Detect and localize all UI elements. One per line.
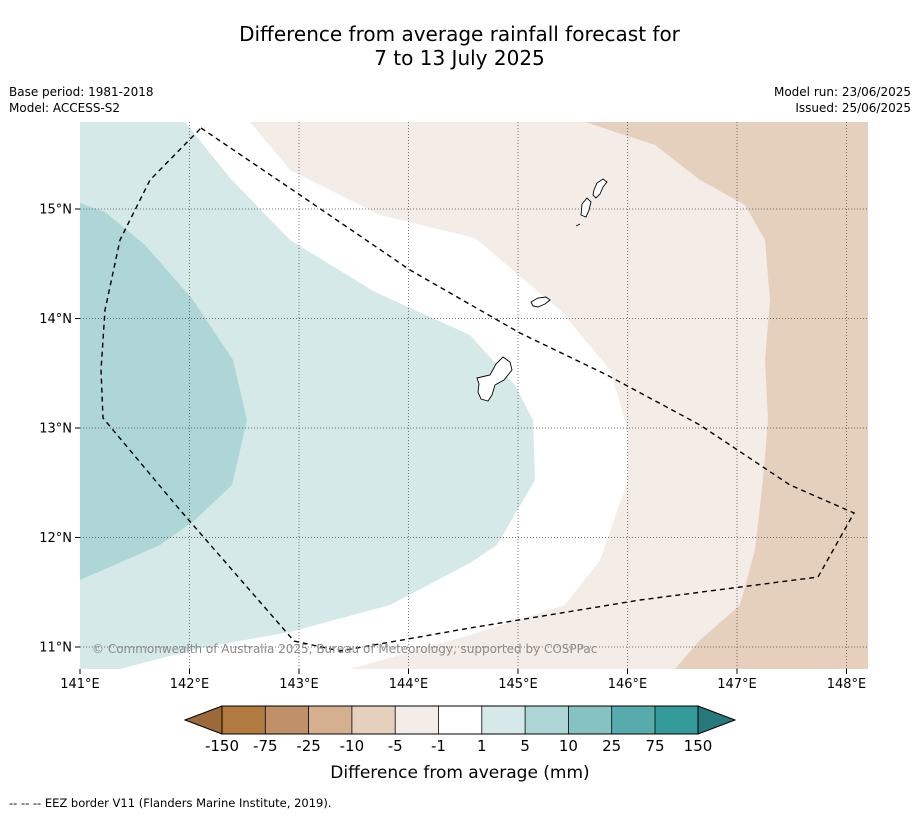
- lat-label: 11°N: [39, 641, 72, 656]
- colorbar-tick-label: -10: [340, 737, 365, 755]
- longitude-gridlines: [189, 122, 847, 669]
- colorbar-tick-label: 10: [559, 737, 578, 755]
- base-period-label: Base period: 1981-2018: [9, 85, 154, 99]
- colorbar-tick-label: 1: [477, 737, 487, 755]
- copyright-text: © Commonwealth of Australia 2025, Bureau…: [92, 642, 597, 656]
- lon-label: 145°E: [498, 677, 538, 692]
- model-label: Model: ACCESS-S2: [9, 101, 121, 115]
- contour-wetter-light: [80, 122, 535, 669]
- latitude-gridlines: [80, 208, 868, 648]
- colorbar-segment: [568, 706, 612, 734]
- island-tinian: [580, 197, 592, 218]
- colorbar-segment: [395, 706, 439, 734]
- colorbar-segment: [655, 706, 698, 734]
- colorbar-segment: [611, 706, 655, 734]
- colorbar-tick-label: -25: [296, 737, 321, 755]
- lat-label: 15°N: [39, 203, 72, 218]
- colorbar-dividers: [264, 706, 656, 734]
- eez-border: [100, 127, 855, 652]
- model-run-label: Model run: 23/06/2025: [773, 85, 911, 99]
- island-guam: [476, 356, 513, 402]
- colorbar-segment: [525, 706, 569, 734]
- colorbar-tick-label: -75: [253, 737, 278, 755]
- contour-wetter-medium: [80, 203, 247, 580]
- axis-ticks: [75, 208, 847, 674]
- meta-left: Base period: 1981-2018 Model: ACCESS-S2: [9, 84, 154, 116]
- eez-legend-note: -- -- -- EEZ border V11 (Flanders Marine…: [9, 796, 332, 810]
- colorbar-outline: [221, 705, 699, 735]
- lat-label: 12°N: [39, 531, 72, 546]
- lon-label: 146°E: [608, 677, 648, 692]
- colorbar-tick-label: 75: [645, 737, 664, 755]
- contour-drier-medium: [585, 122, 868, 669]
- colorbar-high-arrow: [697, 705, 737, 735]
- map-title-line-2: 7 to 13 July 2025: [374, 46, 545, 70]
- colorbar-tick-labels: -150 -75 -25 -10 -5 -1 1 5 10 25 75 150: [205, 737, 712, 755]
- lon-label: 147°E: [717, 677, 757, 692]
- colorbar-tick-label: -150: [205, 737, 239, 755]
- colorbar-segment: [481, 706, 526, 734]
- island-rota: [530, 296, 551, 308]
- islet-aguijan: [575, 223, 581, 227]
- lat-label: 14°N: [39, 312, 72, 327]
- colorbar-segment: [438, 706, 482, 734]
- contour-drier-light: [250, 122, 868, 669]
- colorbar-title: Difference from average (mm): [330, 763, 589, 783]
- islands: [476, 178, 608, 402]
- lat-label: 13°N: [39, 422, 72, 437]
- colorbar: -150 -75 -25 -10 -5 -1 1 5 10 25 75 150 …: [183, 705, 737, 783]
- lon-label: 141°E: [60, 677, 100, 692]
- latitude-labels: 15°N 14°N 13°N 12°N 11°N: [39, 203, 72, 656]
- colorbar-tick-label: 25: [602, 737, 621, 755]
- island-saipan: [592, 178, 608, 199]
- lon-label: 143°E: [279, 677, 319, 692]
- colorbar-tick-label: 5: [520, 737, 530, 755]
- colorbar-segment: [308, 706, 352, 734]
- lon-label: 144°E: [389, 677, 429, 692]
- colorbar-tick-label: -1: [431, 737, 446, 755]
- lon-label: 148°E: [827, 677, 867, 692]
- map-area: © Commonwealth of Australia 2025, Bureau…: [80, 122, 868, 669]
- colorbar-tick-label: 150: [684, 737, 713, 755]
- lon-label: 142°E: [170, 677, 210, 692]
- colorbar-segment: [351, 706, 396, 734]
- colorbar-tick-label: -5: [388, 737, 403, 755]
- meta-right: Model run: 23/06/2025 Issued: 25/06/2025: [774, 84, 911, 116]
- longitude-labels: 141°E 142°E 143°E 144°E 145°E 146°E 147°…: [60, 677, 866, 692]
- map-title-line-1: Difference from average rainfall forecas…: [239, 22, 680, 46]
- colorbar-segment: [265, 706, 309, 734]
- issued-label: Issued: 25/06/2025: [795, 101, 911, 115]
- colorbar-low-arrow: [183, 705, 223, 735]
- colorbar-segment: [222, 706, 266, 734]
